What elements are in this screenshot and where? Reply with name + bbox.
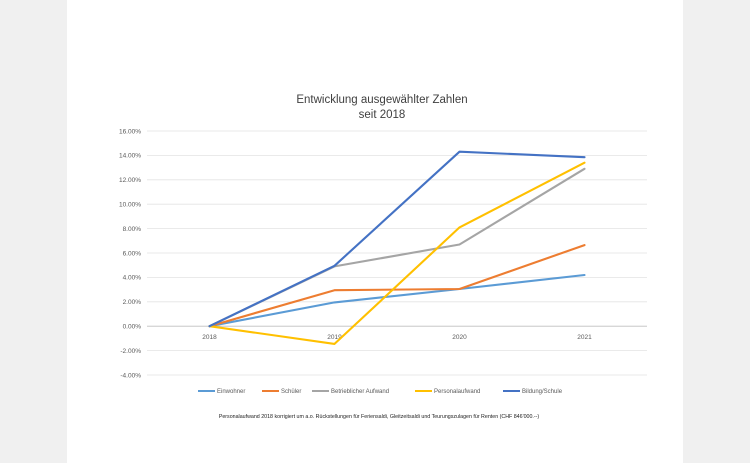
- chart-subtitle: seit 2018: [359, 109, 406, 121]
- line-chart: Entwicklung ausgewählter Zahlen seit 201…: [119, 94, 647, 420]
- series-line-3: [208, 161, 586, 345]
- series-line-0: [208, 273, 586, 328]
- y-tick-label: 4.00%: [123, 275, 142, 282]
- x-tick-label: 2021: [577, 334, 592, 341]
- x-tick-label: 2018: [202, 334, 217, 341]
- series-lines: [208, 150, 586, 345]
- y-tick-label: 14.00%: [119, 153, 141, 160]
- y-tick-label: 12.00%: [119, 177, 141, 184]
- legend-label: Schüler: [281, 389, 301, 395]
- legend-label: Bildung/Schule: [522, 389, 563, 395]
- y-tick-label: 16.00%: [119, 128, 141, 135]
- y-tick-label: 8.00%: [123, 226, 142, 233]
- grid: [147, 130, 647, 376]
- chart-title: Entwicklung ausgewählter Zahlen: [296, 94, 467, 106]
- legend-label: Personalaufwand: [434, 389, 480, 395]
- series-line-4: [208, 150, 586, 328]
- x-tick-label: 2020: [452, 334, 467, 341]
- y-tick-label: 0.00%: [123, 324, 142, 331]
- x-axis-ticks: 2018 2019 2020 2021: [202, 334, 592, 341]
- y-tick-label: 2.00%: [123, 299, 142, 306]
- y-axis-ticks: 16.00% 14.00% 12.00% 10.00% 8.00% 6.00% 4.00% 2…: [119, 128, 141, 379]
- chart-page: Entwicklung ausgewählter Zahlen seit 201…: [67, 0, 683, 463]
- y-tick-label: -2.00%: [120, 348, 141, 355]
- legend: Einwohner Schüler Betrieblicher Aufwand Per…: [198, 389, 563, 395]
- legend-label: Betrieblicher Aufwand: [331, 389, 389, 395]
- y-tick-label: 6.00%: [123, 250, 142, 257]
- x-tick-label: 2019: [327, 334, 342, 341]
- y-tick-label: 10.00%: [119, 202, 141, 209]
- footnote: Personalaufwand 2018 korrigiert um a.o. …: [219, 414, 540, 420]
- y-tick-label: -4.00%: [120, 372, 141, 379]
- series-line-1: [208, 244, 586, 328]
- legend-label: Einwohner: [217, 389, 245, 395]
